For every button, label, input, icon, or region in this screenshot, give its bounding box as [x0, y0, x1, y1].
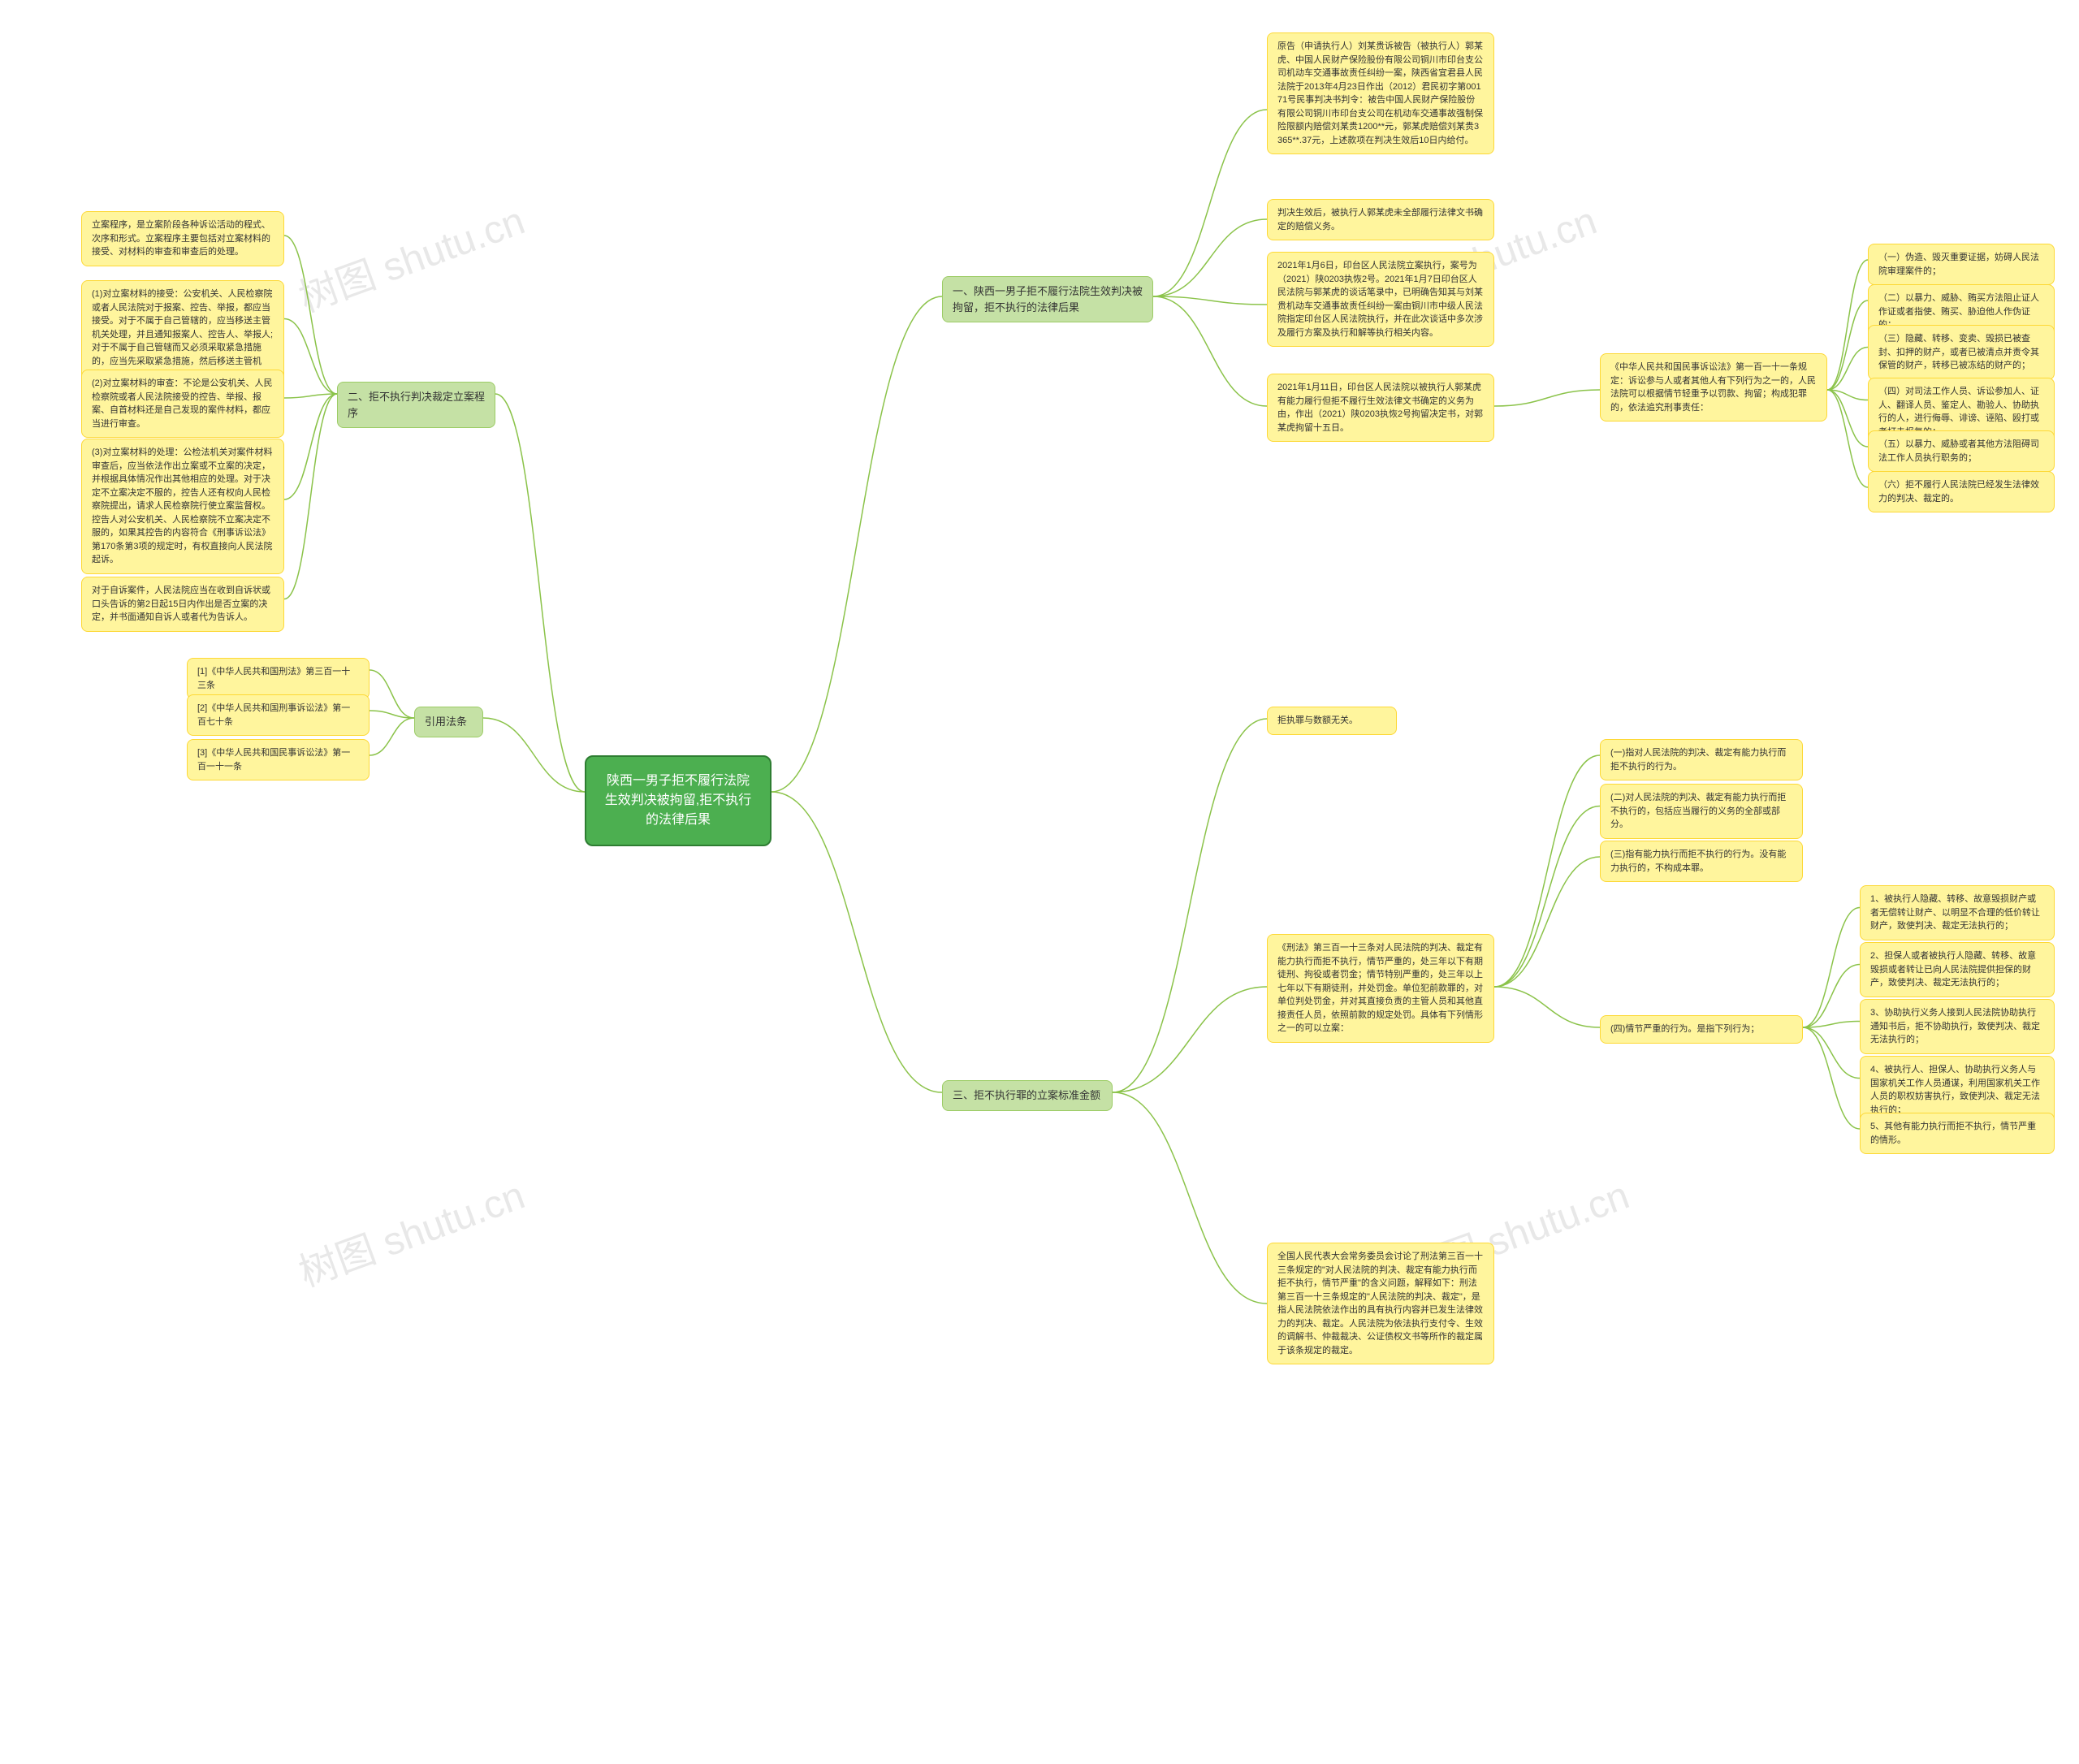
- leaf-b1c4a6: （六）拒不履行人民法院已经发生法律效力的判决、裁定的。: [1868, 471, 2055, 512]
- leaf-b3c2c: (三)指有能力执行而拒不执行的行为。没有能力执行的，不构成本罪。: [1600, 841, 1803, 882]
- leaf-b2c3: (2)对立案材料的审查：不论是公安机关、人民检察院或者人民法院接受的控告、举报、…: [81, 370, 284, 438]
- leaf-b3c1: 拒执罪与数额无关。: [1267, 707, 1397, 735]
- leaf-b3c2b: (二)对人民法院的判决、裁定有能力执行而拒不执行的，包括应当履行的义务的全部或部…: [1600, 784, 1803, 839]
- leaf-b1c3: 2021年1月6日，印台区人民法院立案执行，案号为（2021）陕0203执恢2号…: [1267, 252, 1494, 347]
- leaf-b3c3: 全国人民代表大会常务委员会讨论了刑法第三百一十三条规定的"对人民法院的判决、裁定…: [1267, 1243, 1494, 1364]
- leaf-b4c2: [2]《中华人民共和国刑事诉讼法》第一百七十条: [187, 694, 370, 736]
- mindmap-edges: [0, 0, 2079, 1764]
- center-node: 陕西一男子拒不履行法院生效判决被拘留,拒不执行的法律后果: [585, 755, 772, 846]
- leaf-b3c2a: (一)指对人民法院的判决、裁定有能力执行而拒不执行的行为。: [1600, 739, 1803, 780]
- watermark: 树图 shutu.cn: [290, 1163, 531, 1297]
- branch-b3: 三、拒不执行罪的立案标准金额: [942, 1080, 1113, 1111]
- leaf-b1c4a3: （三）隐藏、转移、变卖、毁损已被查封、扣押的财产，或者已被清点并责令其保管的财产…: [1868, 325, 2055, 380]
- leaf-b1c4a1: （一）伪造、毁灭重要证据，妨碍人民法院审理案件的；: [1868, 244, 2055, 285]
- watermark: 树图 shutu.cn: [290, 188, 531, 322]
- leaf-b2c5: 对于自诉案件，人民法院应当在收到自诉状或口头告诉的第2日起15日内作出是否立案的…: [81, 577, 284, 632]
- leaf-b3c2d5: 5、其他有能力执行而拒不执行，情节严重的情形。: [1860, 1113, 2055, 1154]
- leaf-b2c4: (3)对立案材料的处理：公检法机关对案件材料审查后，应当依法作出立案或不立案的决…: [81, 439, 284, 574]
- leaf-b4c1: [1]《中华人民共和国刑法》第三百一十三条: [187, 658, 370, 699]
- branch-b1: 一、陕西一男子拒不履行法院生效判决被拘留，拒不执行的法律后果: [942, 276, 1153, 322]
- leaf-b2c1: 立案程序，是立案阶段各种诉讼活动的程式、次序和形式。立案程序主要包括对立案材料的…: [81, 211, 284, 266]
- leaf-b1c2: 判决生效后，被执行人郭某虎未全部履行法律文书确定的赔偿义务。: [1267, 199, 1494, 240]
- leaf-b1c4: 2021年1月11日，印台区人民法院以被执行人郭某虎有能力履行但拒不履行生效法律…: [1267, 374, 1494, 442]
- leaf-b1c4a: 《中华人民共和国民事诉讼法》第一百一十一条规定：诉讼参与人或者其他人有下列行为之…: [1600, 353, 1827, 422]
- leaf-b3c2: 《刑法》第三百一十三条对人民法院的判决、裁定有能力执行而拒不执行，情节严重的，处…: [1267, 934, 1494, 1043]
- leaf-b1c4a5: （五）以暴力、威胁或者其他方法阻碍司法工作人员执行职务的；: [1868, 430, 2055, 472]
- branch-b4: 引用法条: [414, 707, 483, 737]
- branch-b2: 二、拒不执行判决裁定立案程序: [337, 382, 495, 428]
- leaf-b3c2d1: 1、被执行人隐藏、转移、故意毁损财产或者无偿转让财产、以明显不合理的低价转让财产…: [1860, 885, 2055, 940]
- leaf-b1c1: 原告（申请执行人）刘某贵诉被告（被执行人）郭某虎、中国人民财产保险股份有限公司铜…: [1267, 32, 1494, 154]
- leaf-b4c3: [3]《中华人民共和国民事诉讼法》第一百一十一条: [187, 739, 370, 780]
- leaf-b3c2d: (四)情节严重的行为。是指下列行为；: [1600, 1015, 1803, 1044]
- leaf-b3c2d2: 2、担保人或者被执行人隐藏、转移、故意毁损或者转让已向人民法院提供担保的财产，致…: [1860, 942, 2055, 997]
- leaf-b3c2d3: 3、协助执行义务人接到人民法院协助执行通知书后，拒不协助执行，致使判决、裁定无法…: [1860, 999, 2055, 1054]
